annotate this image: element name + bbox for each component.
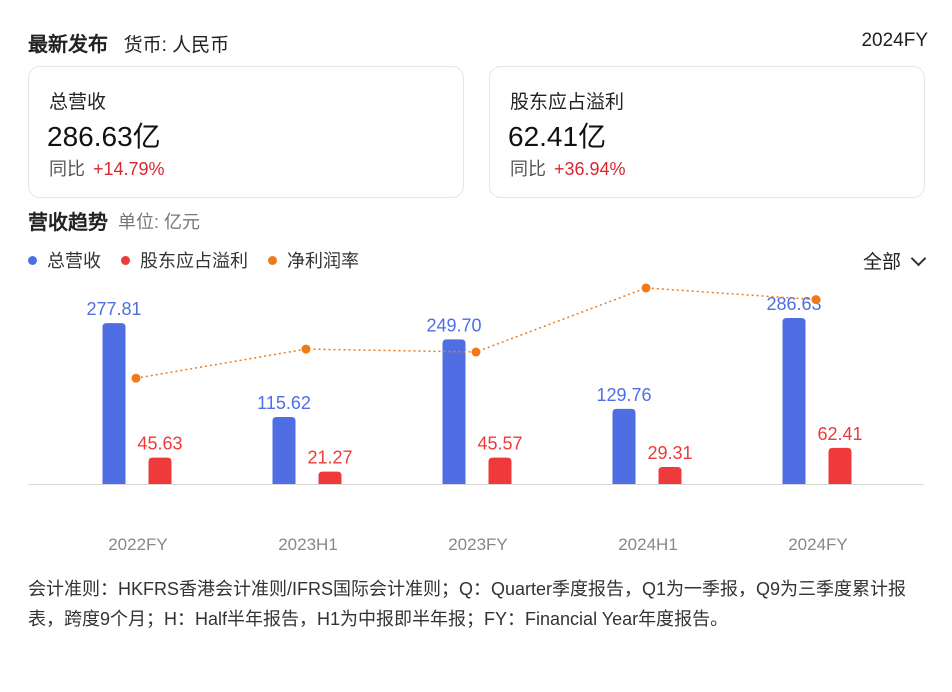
profit-bar-2024H1 bbox=[658, 467, 682, 484]
revenue-bar-2024FY bbox=[782, 318, 806, 484]
section-unit: 单位: 亿元 bbox=[118, 212, 201, 232]
legend-label-profit: 股东应占溢利 bbox=[140, 251, 248, 271]
section-title: 营收趋势 bbox=[28, 212, 108, 234]
period-label: 2024FY bbox=[861, 30, 928, 51]
profit-card-yoy: 同比 +36.94% bbox=[510, 155, 626, 181]
legend-dot-revenue bbox=[28, 255, 37, 265]
revenue-yoy-value: +14.79% bbox=[93, 159, 165, 179]
profit-value-label-2022FY: 45.63 bbox=[137, 434, 182, 454]
profit-bar-2023FY bbox=[488, 457, 512, 484]
profit-bar-2022FY bbox=[148, 457, 172, 484]
x-tick-label-2024FY: 2024FY bbox=[788, 535, 848, 554]
revenue-bar-2024H1 bbox=[612, 408, 636, 484]
revenue-value-label-2023H1: 115.62 bbox=[257, 393, 311, 413]
profit-card: 股东应占溢利 62.41亿 同比 +36.94% bbox=[489, 66, 925, 198]
legend-dot-profit bbox=[121, 255, 130, 265]
revenue-bar-2023H1 bbox=[272, 417, 296, 484]
margin-point-2023FY bbox=[471, 347, 481, 357]
revenue-trend-chart: 277.81 45.63 2022FY 115.62 21.27 2023H1 249.70… bbox=[28, 283, 924, 554]
x-tick-label-2023H1: 2023H1 bbox=[278, 535, 338, 554]
margin-point-2024FY bbox=[811, 295, 821, 305]
legend-label-margin: 净利润率 bbox=[287, 251, 359, 271]
profit-yoy-value: +36.94% bbox=[554, 159, 626, 179]
revenue-bar-2022FY bbox=[102, 323, 126, 484]
header-left: 最新发布 货币: 人民币 bbox=[28, 28, 229, 57]
x-tick-label-2022FY: 2022FY bbox=[108, 535, 168, 554]
margin-point-2024H1 bbox=[641, 283, 651, 293]
profit-value-label-2023FY: 45.57 bbox=[477, 434, 522, 454]
period-filter-dropdown[interactable]: 全部 bbox=[862, 247, 927, 274]
profit-card-value: 62.41亿 bbox=[508, 121, 607, 152]
revenue-card-value: 286.63亿 bbox=[47, 121, 161, 152]
header-title: 最新发布 bbox=[28, 34, 108, 56]
legend-dot-margin bbox=[268, 255, 277, 265]
profit-bar-2024FY bbox=[828, 447, 852, 484]
profit-bar-2023H1 bbox=[318, 471, 342, 484]
profit-card-label: 股东应占溢利 bbox=[510, 92, 625, 113]
accounting-note: 会计准则：HKFRS香港会计准则/IFRS国际会计准则；Q：Quarter季度报… bbox=[28, 579, 907, 629]
legend-item-revenue[interactable]: 总营收 bbox=[28, 247, 101, 273]
legend-item-margin[interactable]: 净利润率 bbox=[268, 247, 359, 273]
x-tick-label-2023FY: 2023FY bbox=[448, 535, 508, 554]
legend-label-revenue: 总营收 bbox=[47, 251, 101, 271]
margin-point-2023H1 bbox=[301, 344, 311, 354]
revenue-value-label-2024H1: 129.76 bbox=[596, 385, 651, 405]
profit-yoy-label: 同比 bbox=[510, 159, 546, 179]
profit-value-label-2024FY: 62.41 bbox=[817, 424, 862, 444]
chart-legend: 总营收 股东应占溢利 净利润率 bbox=[28, 247, 359, 273]
revenue-yoy-label: 同比 bbox=[49, 159, 85, 179]
revenue-value-label-2023FY: 249.70 bbox=[426, 315, 481, 335]
x-tick-label-2024H1: 2024H1 bbox=[618, 535, 678, 554]
revenue-value-label-2022FY: 277.81 bbox=[86, 299, 141, 319]
revenue-card-yoy: 同比 +14.79% bbox=[49, 155, 165, 181]
currency-label: 货币: 人民币 bbox=[123, 35, 230, 56]
revenue-card-label: 总营收 bbox=[49, 92, 107, 113]
period-filter-label: 全部 bbox=[862, 252, 901, 273]
profit-value-label-2024H1: 29.31 bbox=[647, 443, 692, 463]
margin-line bbox=[135, 287, 817, 379]
legend-item-profit[interactable]: 股东应占溢利 bbox=[121, 247, 248, 273]
profit-value-label-2023H1: 21.27 bbox=[307, 448, 352, 468]
revenue-bar-2023FY bbox=[442, 339, 466, 484]
margin-point-2022FY bbox=[131, 373, 141, 383]
revenue-card: 总营收 286.63亿 同比 +14.79% bbox=[28, 66, 464, 198]
